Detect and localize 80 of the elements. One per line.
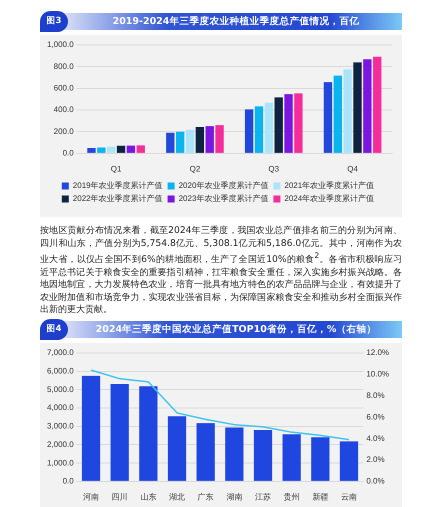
- bar: [136, 145, 145, 153]
- y-tick-label: 800.0: [54, 62, 74, 71]
- bar: [334, 76, 342, 153]
- x-tick-label: 贵州: [284, 492, 300, 502]
- bar: [324, 82, 332, 153]
- y2-tick-label: 12.0%: [366, 348, 390, 358]
- bar: [373, 56, 382, 153]
- x-tick-label: Q4: [347, 164, 358, 174]
- bar: [106, 146, 116, 153]
- bar: [311, 437, 330, 481]
- y2-tick-label: 6.0%: [366, 412, 385, 422]
- chart-title: 2019-2024年三季度农业种植业季度总产值情况，百亿: [112, 16, 360, 27]
- x-tick-label: 江苏: [255, 492, 271, 502]
- x-tick-label: 湖南: [226, 492, 242, 502]
- y-tick-label: 6,000.0: [46, 366, 74, 376]
- bar: [274, 97, 283, 153]
- bar: [168, 416, 186, 481]
- y2-tick-label: 0.0%: [366, 476, 385, 486]
- y-tick-label: 1,000.0: [46, 458, 74, 468]
- y-tick-label: 4,000.0: [46, 403, 74, 412]
- y2-tick-label: 4.0%: [366, 434, 385, 443]
- bar: [284, 94, 293, 153]
- bar: [225, 427, 244, 481]
- bar: [340, 441, 358, 481]
- y-tick-label: 2,000.0: [46, 440, 74, 449]
- bar: [97, 147, 106, 153]
- x-tick-label: 河南: [83, 492, 100, 502]
- y2-tick-label: 8.0%: [366, 391, 385, 400]
- y-tick-label: 7,000.0: [46, 348, 74, 358]
- legend-label: 2020年农业季度累计产值: [178, 181, 268, 190]
- y2-tick-label: 10.0%: [366, 370, 390, 379]
- y-tick-label: 1,000.0: [46, 40, 74, 50]
- bar: [244, 109, 254, 153]
- x-tick-label: 湖北: [169, 492, 186, 502]
- y-tick-label: 0.0: [62, 148, 74, 158]
- caption: 图3: [40, 11, 68, 32]
- caption: 图4: [40, 319, 68, 340]
- bar: [196, 127, 204, 153]
- bar: [166, 132, 174, 153]
- bar: [139, 386, 158, 481]
- bar: [196, 423, 215, 481]
- chart-title: 2024年三季度中国农业总产值TOP10省份，百亿，%（右轴）: [96, 324, 376, 335]
- y-tick-label: 400.0: [54, 105, 74, 114]
- bar: [353, 62, 362, 153]
- y-tick-label: 200.0: [54, 126, 74, 136]
- y2-tick-label: 2.0%: [366, 455, 385, 464]
- bar: [116, 146, 126, 153]
- legend-label: 2021年农业季度累计产值: [284, 181, 374, 190]
- text: 按地区贡献分布情况来看，截至2024年三季度，我国农业总产值排名前三的分别为河南、四川和山东，产值分别为5,754.8亿元、5,308.1亿元和5,186.0亿元。其中，河南作为农业大省，以仅占全国不到6%的耕地面积，生产了全国近10%的粮食$^{2}$。各省市积极响应习近平总书记关于粮食安全的重要指引精神，扛牢粮食安全重任，深入实施乡村振兴战略。各地因地制宜，大力发展特色农业，培育一批具有地方特色的农产品品牌与企业，有效提升了农业附加值和市场竞争力，实现农业强省目标，为保障国家粮食安全和推动乡村全面振兴作出新的更大贡献。: [40, 225, 402, 316]
- bar: [87, 148, 96, 153]
- bar: [363, 59, 372, 153]
- y-tick-label: 3,000.0: [46, 422, 74, 431]
- bar: [264, 102, 274, 153]
- bar: [254, 430, 272, 481]
- bar: [126, 146, 136, 153]
- legend-label: 2022年农业季度累计产值: [72, 194, 163, 204]
- bar: [176, 132, 184, 153]
- bar: [294, 93, 303, 153]
- legend-label: 2024年农业季度累计产值: [284, 194, 374, 204]
- bar: [343, 69, 352, 153]
- y-tick-label: 0.0: [62, 476, 74, 486]
- bar: [82, 376, 100, 481]
- x-tick-label: Q3: [268, 164, 280, 174]
- y-tick-label: 5,000.0: [46, 384, 74, 394]
- x-tick-label: 山东: [140, 492, 156, 502]
- bar: [206, 126, 214, 153]
- bar: [186, 130, 194, 153]
- x-tick-label: 新疆: [312, 492, 328, 502]
- bar: [254, 106, 264, 153]
- x-tick-label: Q1: [110, 164, 122, 174]
- x-tick-label: 四川: [112, 492, 128, 502]
- x-tick-label: 云南: [340, 492, 357, 502]
- x-tick-label: Q2: [190, 164, 201, 174]
- bar: [215, 125, 224, 153]
- bar: [110, 384, 129, 481]
- bar: [282, 434, 301, 481]
- legend-label: 2019年农业季度累计产值: [72, 181, 163, 190]
- x-tick-label: 广东: [198, 492, 214, 502]
- legend-label: 2023年农业季度累计产值: [178, 194, 268, 204]
- y-tick-label: 600.0: [54, 84, 74, 93]
